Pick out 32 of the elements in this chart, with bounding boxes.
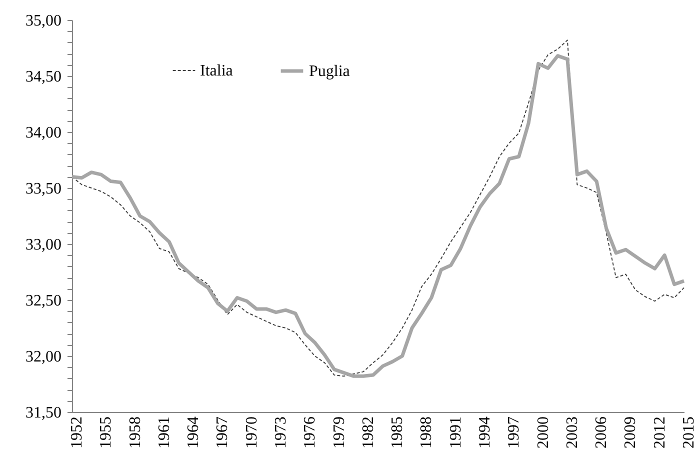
x-tick-label: 2000 bbox=[534, 416, 552, 448]
x-tick-label: 1988 bbox=[418, 416, 436, 448]
x-tick-label: 1982 bbox=[360, 416, 377, 448]
x-tick-label: 2006 bbox=[593, 416, 610, 448]
x-tick-label: 1976 bbox=[302, 416, 319, 448]
x-tick-label: 1952 bbox=[68, 416, 86, 448]
y-tick-label: 33,00 bbox=[26, 236, 62, 254]
legend-label: Italia bbox=[200, 62, 233, 80]
y-tick-label: 34,00 bbox=[26, 124, 62, 142]
x-tick-label: 1961 bbox=[156, 416, 173, 448]
y-tick-label: 32,50 bbox=[26, 292, 62, 310]
x-tick-label: 1964 bbox=[185, 416, 202, 448]
x-tick-label: 1958 bbox=[126, 416, 144, 448]
x-tick-label: 1970 bbox=[243, 416, 260, 448]
x-tick-label: 1979 bbox=[330, 416, 348, 448]
legend-label: Puglia bbox=[309, 63, 350, 80]
x-tick-label: 2015 bbox=[680, 416, 697, 448]
x-tick-label: 2009 bbox=[622, 416, 640, 448]
x-tick-label: 1955 bbox=[98, 416, 115, 448]
y-tick-label: 31,50 bbox=[26, 404, 62, 422]
x-tick-label: 2003 bbox=[564, 416, 581, 448]
x-tick-label: 1973 bbox=[272, 416, 290, 448]
x-tick-label: 1985 bbox=[389, 416, 406, 448]
y-tick-label: 34,50 bbox=[26, 68, 62, 86]
x-tick-label: 1994 bbox=[476, 416, 494, 448]
y-tick-label: 35,00 bbox=[26, 12, 62, 30]
x-tick-label: 1967 bbox=[214, 416, 232, 448]
x-tick-label: 2012 bbox=[651, 416, 668, 448]
y-tick-label: 33,50 bbox=[26, 180, 62, 198]
x-tick-label: 1991 bbox=[447, 416, 464, 448]
x-tick-label: 1997 bbox=[506, 416, 523, 448]
y-tick-label: 32,00 bbox=[26, 348, 62, 366]
